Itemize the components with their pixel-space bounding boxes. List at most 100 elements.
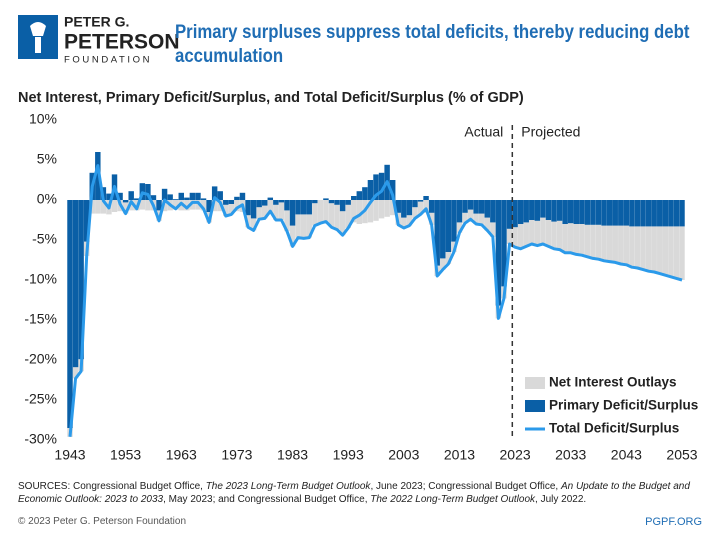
bar [506,200,513,229]
bar [517,224,524,249]
bar [428,200,435,213]
bar [473,200,479,214]
bar [590,224,596,259]
bar [545,220,552,247]
bar [601,200,607,226]
bar [189,200,196,210]
bar [78,200,84,360]
bar [423,200,429,213]
bar [228,204,235,215]
bar [278,200,285,203]
bar [673,226,680,279]
bar [501,200,507,287]
bar [295,200,301,215]
bar [122,202,129,214]
bar [529,220,535,244]
x-tick-label: 1973 [221,447,252,463]
bar [378,172,385,200]
bar [95,152,101,200]
bar [128,191,134,200]
bar [161,188,168,200]
x-tick-label: 1983 [277,447,308,463]
bar [590,200,596,225]
bar [462,212,468,224]
annotation: Actual [464,124,503,140]
bar [145,200,151,211]
bar [478,200,485,214]
bar [351,200,357,223]
logo-text: FOUNDATION [64,55,152,66]
bar [640,226,646,270]
x-tick-label: 2013 [444,447,475,463]
bar [156,200,162,211]
bar [312,200,318,204]
bar [239,192,246,200]
bar [629,200,635,227]
bar [490,222,496,237]
bar [172,200,179,210]
bar [573,224,580,255]
bar [618,225,624,264]
bar [211,186,218,200]
bar [579,224,585,256]
bar [612,200,618,226]
bar [517,200,524,224]
bar [284,200,290,211]
bar [417,201,424,215]
bar [122,200,129,203]
bar [478,213,485,225]
bar [545,200,552,220]
bar [495,200,502,306]
bar [278,202,285,220]
bar [323,200,329,224]
bar [67,200,73,428]
legend-swatch [525,400,545,412]
y-tick-label: -25% [24,391,57,407]
bar [534,220,541,246]
bar [373,200,379,221]
bar [150,195,157,200]
logo-flame [30,22,46,36]
bar [601,225,607,261]
bar [406,200,413,216]
x-tick-label: 1993 [333,447,364,463]
bar [606,225,613,262]
bar [223,200,229,205]
bar [623,225,630,265]
plot: 10% 5% 0% -5% -10% -15% -20% -25% -30%1943 1953 19… [24,111,698,463]
x-tick-label: 1953 [110,447,141,463]
bar [584,224,591,257]
bar [267,200,274,214]
bar [273,204,279,220]
bar [506,228,513,244]
bar [195,200,201,210]
bar [401,217,407,228]
bar [367,180,374,200]
bar [262,200,268,206]
bar [172,199,179,200]
bar [295,214,301,238]
bar [551,200,557,222]
bar [412,207,418,219]
bar [228,200,235,204]
source-text: An Update to the Budget and Economic Out… [18,481,690,505]
bar [445,252,452,264]
bar [445,200,452,252]
bar [490,200,496,223]
logo-torch [35,37,41,53]
bar [83,200,90,242]
source-text: SOURCES: Congressional Budget Office, [18,481,206,492]
bar [250,218,257,231]
bar [128,200,134,211]
source-text: , May 2023; and Congressional Budget Off… [163,494,371,505]
bar [645,200,652,227]
bar [523,222,529,247]
bar [72,367,79,379]
x-tick-label: 2033 [555,447,586,463]
bar [200,198,207,200]
bar [245,200,251,216]
y-tick-label: -30% [24,431,57,447]
sources: SOURCES: Congressional Budget Office, Th… [18,480,708,506]
bar [100,200,107,214]
